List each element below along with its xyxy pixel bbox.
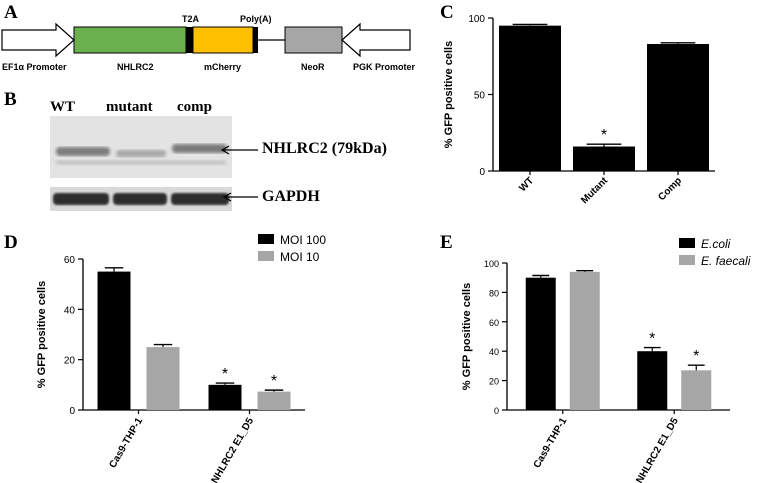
legend-label-d: MOI 100 — [280, 233, 326, 247]
band-wt-gapdh — [53, 193, 109, 205]
pgk-label: PGK Promoter — [353, 62, 416, 72]
y-tick-label-d: 40 — [64, 305, 76, 316]
neor-label: NeoR — [301, 62, 325, 72]
y-tick-label-e: 80 — [489, 288, 499, 298]
significance-star-e: * — [693, 348, 699, 365]
x-tick-label-e: Cas9-THP-1 — [532, 416, 570, 470]
bar-c — [499, 25, 561, 172]
y-tick-label-d: 20 — [64, 356, 76, 367]
panel-label-b: B — [4, 89, 17, 110]
ef1a-promoter-arrow — [1, 22, 75, 58]
y-tick-label-d: 0 — [69, 406, 75, 417]
ef1a-label: EF1α Promoter — [2, 62, 67, 72]
y-tick-label-e: 100 — [484, 259, 499, 269]
blot-lane-mutant: mutant — [106, 99, 153, 115]
arrow-nhlrc2-head — [220, 145, 230, 155]
bar-e — [637, 351, 668, 410]
x-tick-label-e: NHLRC2 E1_D5 — [634, 416, 681, 483]
panel-label-d: D — [4, 232, 18, 253]
panel-label-e: E — [440, 232, 453, 253]
y-tick-label-e: 20 — [489, 377, 499, 387]
construct-diagram: T2A Poly(A) EF1α Promoter NHLRC2 mCherry… — [1, 14, 416, 72]
band-mutant-nhlrc2 — [116, 150, 166, 157]
y-tick-label-c: 0 — [479, 167, 485, 178]
legend-label-e: E. faecali — [701, 254, 751, 268]
band-comp-nhlrc2 — [172, 144, 227, 153]
mcherry-label: mCherry — [204, 62, 241, 72]
legend-swatch-d — [258, 251, 274, 261]
blot-lane-wt: WT — [50, 99, 76, 115]
y-tick-label-e: 40 — [489, 347, 499, 357]
y-tick-label-e: 0 — [494, 406, 499, 416]
polya-block — [253, 27, 258, 53]
y-axis-label-d: % GFP positive cells — [36, 281, 48, 388]
nhlrc2-block — [73, 26, 187, 54]
bar-e — [681, 370, 712, 410]
bar-e — [569, 271, 600, 410]
panel-label-c: C — [440, 2, 454, 23]
blot-label-gapdh: GAPDH — [262, 188, 320, 205]
blot-lane-comp: comp — [177, 99, 212, 115]
western-blot — [50, 116, 258, 211]
bar-c — [573, 146, 635, 171]
significance-star-c: * — [601, 127, 607, 144]
legend-swatch-e — [679, 255, 695, 265]
band-comp-gapdh — [171, 193, 229, 205]
blot-label-nhlrc2: NHLRC2 (79kDa) — [262, 140, 387, 157]
y-tick-label-d: 60 — [64, 255, 76, 266]
arrow-gapdh-head — [222, 192, 232, 202]
bar-c — [647, 44, 709, 172]
band-wt-nhlrc2 — [56, 147, 110, 156]
y-axis-label-e: % GFP positive cells — [461, 283, 473, 390]
panel-label-a: A — [4, 2, 18, 23]
y-axis-label-c: % GFP positive cells — [443, 41, 455, 148]
legend-swatch-e — [679, 238, 695, 248]
t2a-block — [186, 27, 193, 53]
bar-d — [208, 384, 242, 410]
bar-d — [97, 271, 131, 410]
bar-d — [146, 347, 180, 410]
mcherry-block — [192, 26, 254, 54]
y-tick-label-c: 50 — [474, 91, 486, 102]
legend-label-d: MOI 10 — [280, 250, 320, 264]
significance-star-d: * — [222, 366, 228, 383]
t2a-label: T2A — [182, 14, 200, 24]
significance-star-d: * — [271, 373, 277, 390]
band-faint-row — [56, 160, 226, 165]
legend-swatch-d — [258, 234, 274, 244]
bar-e — [525, 277, 556, 410]
significance-star-e: * — [649, 331, 655, 348]
polya-label: Poly(A) — [240, 14, 272, 24]
band-mutant-gapdh — [113, 193, 167, 205]
bar-d — [257, 391, 291, 410]
y-tick-label-e: 60 — [489, 318, 499, 328]
y-tick-label-c: 100 — [468, 14, 485, 25]
pgk-promoter-arrow — [341, 22, 411, 58]
legend-label-e: E.coli — [701, 237, 731, 251]
nhlrc2-label: NHLRC2 — [117, 62, 154, 72]
